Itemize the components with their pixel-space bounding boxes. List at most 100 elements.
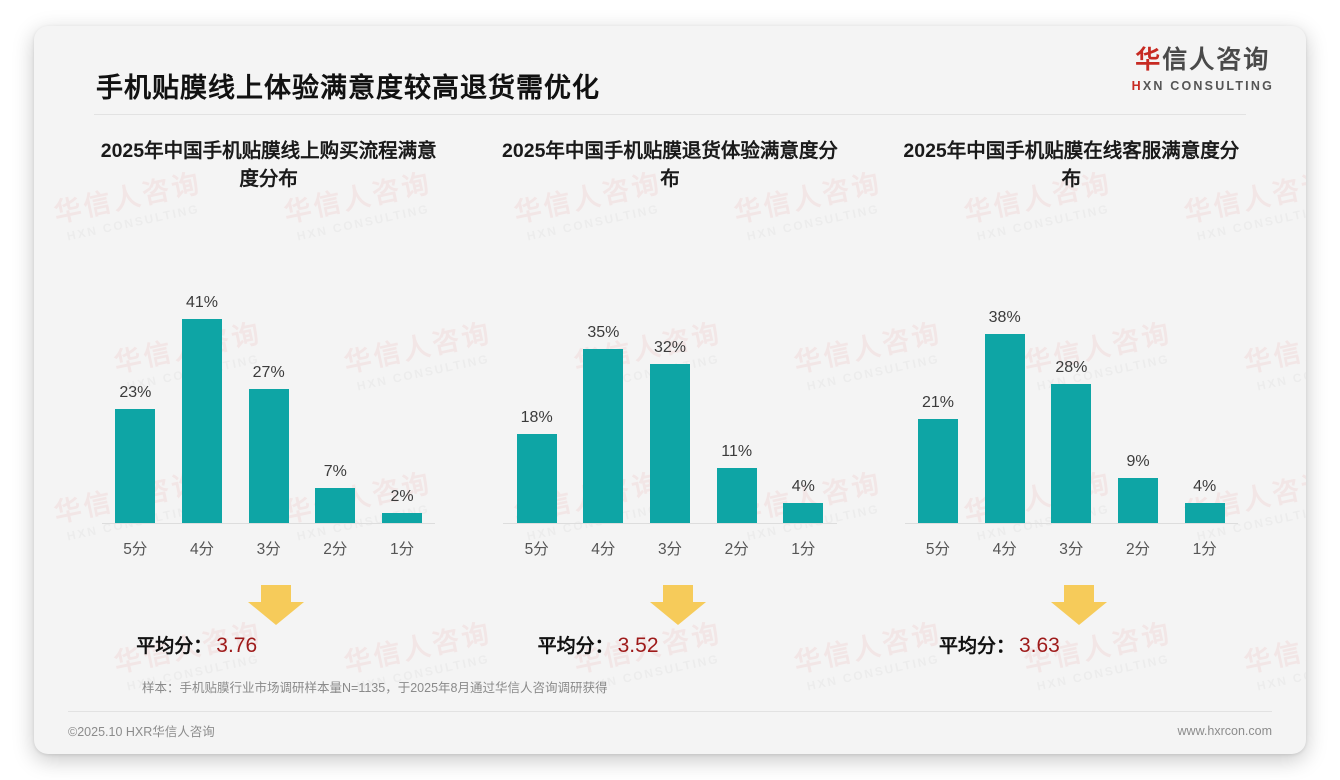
bar-rect[interactable] [1184,503,1225,523]
bar-rect[interactable] [1051,383,1092,523]
bar-value-label: 32% [653,339,687,356]
chart-panel-2: 2025年中国手机贴膜退货体验满意度分布 18% 35% 32% 11% 4% 5分 4分 3分… [469,138,870,658]
bar-value-label: 28% [1055,358,1088,376]
bar-rect[interactable] [716,468,757,523]
bar-value-label: 23% [119,383,152,401]
bar-value-label: 7% [323,463,347,481]
x-axis-tick-label: 1分 [791,541,816,558]
down-arrow-icon [248,585,305,625]
x-axis-tick-label: 2分 [1125,541,1151,558]
chart-plot-area: 18% 35% 32% 11% 4% [475,264,864,524]
down-arrow-icon [1050,585,1107,625]
x-axis-tick-label: 1分 [389,541,415,558]
average-score-label: 平均分： [938,636,1015,657]
bar-rect[interactable] [1118,478,1158,523]
logo-chinese-accent: 华 [1135,46,1163,74]
x-axis-tick-label: 3分 [256,541,281,558]
logo-english: HXN CONSULTING [1132,80,1274,93]
bar-item[interactable]: 21% [905,264,972,523]
bar-rect[interactable] [516,433,557,523]
bar-value-label: 18% [520,408,553,426]
chart-title: 2025年中国手机贴膜在线客服满意度分布 [903,140,1240,190]
x-axis-tick-label: 1分 [1192,541,1217,558]
average-score-value: 3.76 [216,634,258,657]
x-axis-labels: 5分 4分 3分 2分 1分 [905,537,1238,559]
bar-item[interactable]: 2% [369,264,436,523]
bar-item[interactable]: 4% [770,264,837,523]
x-axis-tick-label: 3分 [657,541,683,558]
bar-item[interactable]: 27% [235,264,302,523]
average-score-value: 3.63 [1018,634,1060,657]
bar-value-label: 27% [252,363,285,381]
footer-website[interactable]: www.hxrcon.com [1177,723,1272,738]
bar-rect[interactable] [650,364,690,523]
x-axis-tick-label: 3分 [1059,541,1084,558]
arrow-head [649,602,706,625]
source-note: 样本：手机贴膜行业市场调研样本量N=1135，于2025年8月通过华信人咨询调研… [142,681,608,695]
bar-rect[interactable] [115,408,156,523]
arrow-shaft [1063,585,1094,603]
average-score-line: 平均分： 3.76 [136,631,463,658]
x-axis-tick-label: 2分 [323,541,348,558]
chart-panel-3: 2025年中国手机贴膜在线客服满意度分布 21% 38% 28% 9% 4% 5分 4分 3分 2… [871,138,1272,658]
bar-rect[interactable] [984,334,1025,523]
average-annotation: 平均分： 3.63 [877,585,1266,658]
average-score-value: 3.52 [617,634,659,657]
average-score-label: 平均分： [537,636,614,657]
x-axis-tick-label: 5分 [524,541,549,558]
bar-group: 18% 35% 32% 11% 4% [503,264,837,524]
slide-header: 手机贴膜线上体验满意度较高退货需优化 华信人咨询 HXN CONSULTING [34,26,1306,115]
bar-group: 23% 41% 27% 7% 2% [102,264,436,524]
bar-item[interactable]: 9% [1105,264,1172,523]
bar-rect[interactable] [315,488,356,523]
x-axis-tick-label: 4分 [189,541,215,558]
page-title: 手机贴膜线上体验满意度较高退货需优化 [96,73,600,103]
chart-plot-area: 23% 41% 27% 7% 2% [74,264,463,524]
x-axis-tick-label: 5分 [925,541,951,558]
slide-footer: ©2025.10 HXR华信人咨询 www.hxrcon.com [68,721,1272,740]
bar-item[interactable]: 18% [503,264,570,523]
bar-item[interactable]: 7% [302,264,369,523]
arrow-shaft [261,585,292,603]
bar-value-label: 41% [185,294,219,312]
bar-rect[interactable] [182,319,222,523]
bar-value-label: 38% [988,309,1021,327]
company-logo: 华信人咨询 HXN CONSULTING [1132,48,1274,93]
bar-item[interactable]: 38% [971,264,1038,523]
down-arrow-icon [649,585,706,625]
footer-copyright: ©2025.10 HXR华信人咨询 [68,725,215,739]
arrow-shaft [662,585,693,603]
charts-row: 2025年中国手机贴膜线上购买流程满意度分布 23% 41% 27% 7% 2% 5分 4分 3… [68,138,1272,658]
logo-chinese-rest: 信人咨询 [1162,46,1271,74]
bar-value-label: 4% [791,478,815,496]
bar-rect[interactable] [382,513,423,523]
bar-item[interactable]: 41% [169,264,236,523]
bar-item[interactable]: 4% [1171,264,1238,523]
bar-rect[interactable] [583,349,624,523]
average-score-line: 平均分： 3.63 [939,631,1266,658]
header-divider [94,114,1246,115]
bar-item[interactable]: 35% [570,264,637,523]
bar-item[interactable]: 23% [102,264,169,523]
logo-chinese: 华信人咨询 [1132,48,1274,73]
bar-value-label: 4% [1193,478,1217,496]
average-annotation: 平均分： 3.76 [74,585,463,658]
bar-rect[interactable] [917,418,958,523]
x-axis-tick-label: 4分 [992,541,1017,558]
x-axis-tick-label: 2分 [724,541,749,558]
bar-item[interactable]: 11% [703,264,770,523]
slide-card: 华信人咨询 HXN CONSULTING 华信人咨询 HXN CONSULTING 华信… [34,26,1306,754]
arrow-head [1050,602,1107,625]
bar-group: 21% 38% 28% 9% 4% [904,264,1238,524]
bar-rect[interactable] [783,503,824,523]
arrow-head [248,602,305,625]
average-annotation: 平均分： 3.52 [475,585,864,658]
average-score-label: 平均分： [136,636,213,657]
bar-item[interactable]: 28% [1038,264,1105,523]
bar-item[interactable]: 32% [637,264,704,523]
logo-english-accent: H [1131,79,1143,93]
footer-divider [68,711,1272,712]
bar-rect[interactable] [248,388,289,523]
chart-title: 2025年中国手机贴膜线上购买流程满意度分布 [100,140,437,190]
